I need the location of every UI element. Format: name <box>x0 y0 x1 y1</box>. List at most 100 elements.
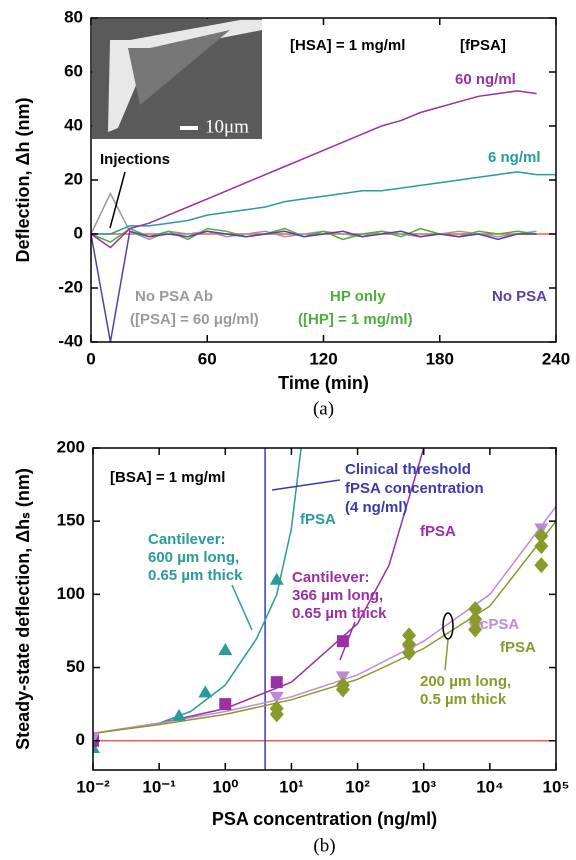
subfigure-label: (b) <box>313 835 335 856</box>
annotation: 366 µm long, <box>292 587 383 604</box>
chart: No PSA Ab HP only No PSA 6 ng/ml 60 ng/ml 0 60… <box>13 7 570 419</box>
y-axis-label: Steady-state deflection, Δhₛ (nm) <box>13 468 33 750</box>
x-tick-label: 120 <box>309 349 337 368</box>
y-tick-label: 40 <box>64 115 83 134</box>
series-label: No PSA <box>492 288 547 305</box>
series-label: 6 ng/ml <box>488 149 541 166</box>
x-tick-label: 0 <box>86 349 95 368</box>
y-tick-label: 150 <box>57 511 85 530</box>
point <box>402 636 417 653</box>
point <box>198 685 213 698</box>
series-label: cPSA <box>480 616 519 633</box>
x-tick-label: 10⁰ <box>212 777 238 796</box>
arrow <box>271 479 341 491</box>
plot-frame <box>92 447 557 771</box>
arrow <box>231 584 253 631</box>
point <box>534 527 549 544</box>
y-tick-label: 0 <box>74 223 83 242</box>
point <box>402 644 417 661</box>
annotation: Cantilever: <box>292 569 370 586</box>
x-tick-label: 60 <box>198 349 217 368</box>
series-label: No PSA Ab <box>135 288 213 305</box>
x-tick-label: 10² <box>345 777 370 796</box>
x-axis-label: PSA concentration (ng/ml) <box>212 809 437 829</box>
point <box>335 677 350 694</box>
series-label: fPSA <box>420 523 456 540</box>
plot-area <box>93 448 556 770</box>
point <box>468 601 483 617</box>
annotation: 200 µm long, <box>420 673 511 690</box>
arrow <box>339 621 356 661</box>
x-tick-label: 10⁻² <box>76 777 110 796</box>
annotation: Clinical threshold <box>345 461 471 478</box>
point <box>218 642 233 655</box>
x-axis-label: Time (min) <box>278 373 369 393</box>
line <box>91 90 537 249</box>
annotation: 0.65 µm thick <box>292 605 387 622</box>
annotation: [BSA] = 1 mg/ml <box>110 469 225 486</box>
inset-image: 10μm <box>92 19 262 139</box>
point <box>534 538 549 555</box>
arrow <box>444 639 449 671</box>
y-tick-label: 60 <box>64 61 83 80</box>
fit-curve <box>93 448 302 735</box>
point <box>269 691 284 704</box>
point <box>534 557 549 574</box>
plot-area <box>91 90 556 342</box>
series-label: fPSA <box>500 639 536 656</box>
point <box>402 627 417 644</box>
x-tick-label: 10⁻¹ <box>142 777 176 796</box>
series-label: HP only <box>330 288 386 305</box>
point <box>219 698 232 711</box>
scale-label: 10μm <box>205 116 249 137</box>
point <box>269 572 284 585</box>
x-tick-label: 240 <box>542 349 570 368</box>
annotation: 600 µm long, <box>148 549 239 566</box>
annotation: Cantilever: <box>148 531 226 548</box>
x-tick-label: 180 <box>426 349 454 368</box>
fit-curve <box>93 506 556 735</box>
subfigure-label: (a) <box>313 398 334 419</box>
line <box>91 171 556 235</box>
y-tick-label: 20 <box>64 169 83 188</box>
point <box>269 700 284 717</box>
chart: fPSA fPSA cPSA fPSA 10⁻² 10⁻¹ 10⁰ 10¹ 10² 10³ 10⁴ 1… <box>13 437 570 856</box>
y-axis-label: Deflection, Δh (nm) <box>13 98 33 263</box>
annotation: ([HP] = 1 mg/ml) <box>298 311 413 328</box>
annotation: (4 ng/ml) <box>345 499 408 516</box>
y-tick-label: 50 <box>66 657 85 676</box>
y-tick-label: 200 <box>57 437 85 456</box>
y-tick-label: -20 <box>58 277 83 296</box>
point <box>468 621 483 638</box>
charts: No PSA Ab HP only No PSA 6 ng/ml 60 ng/ml 0 60… <box>13 7 570 856</box>
annotation: 0.65 µm thick <box>148 567 243 584</box>
y-tick-label: 80 <box>64 7 83 26</box>
point <box>468 611 483 628</box>
x-tick-label: 10⁵ <box>543 777 570 796</box>
line <box>91 230 537 342</box>
point <box>93 732 100 745</box>
point <box>93 741 100 754</box>
annotation: [HSA] = 1 mg/ml <box>290 37 405 54</box>
x-tick-label: 10⁴ <box>476 777 503 796</box>
annotation: 0.5 µm thick <box>420 691 507 708</box>
line <box>91 191 537 241</box>
point <box>270 676 283 689</box>
y-tick-label: 100 <box>57 584 85 603</box>
annotation: fPSA concentration <box>345 480 484 497</box>
point <box>172 708 187 721</box>
fit-curve <box>93 520 556 735</box>
arrow <box>109 171 126 229</box>
y-tick-label: -40 <box>58 331 83 350</box>
series-label: fPSA <box>300 511 336 528</box>
y-tick-label: 0 <box>76 730 85 749</box>
marker-ellipse <box>442 612 454 640</box>
series-label: 60 ng/ml <box>455 71 516 88</box>
annotation: ([PSA] = 60 μg/ml) <box>130 311 259 328</box>
annotation: Injections <box>100 151 170 168</box>
annotation: [fPSA] <box>460 37 506 54</box>
x-tick-label: 10³ <box>411 777 436 796</box>
cantilever-gap <box>128 30 230 105</box>
x-tick-label: 10¹ <box>279 777 304 796</box>
